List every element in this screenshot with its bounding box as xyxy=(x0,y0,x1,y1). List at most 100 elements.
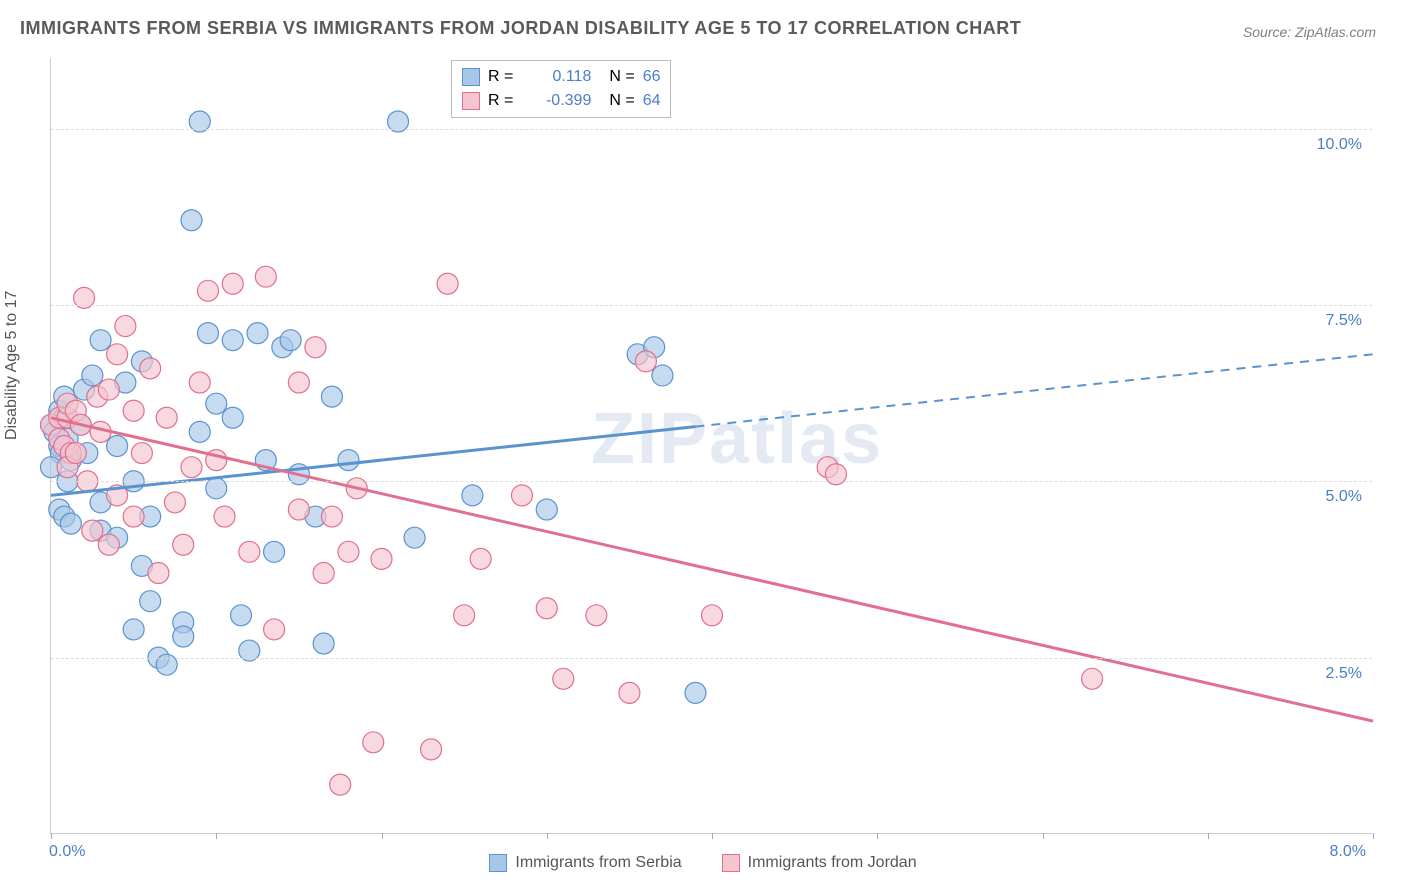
data-point xyxy=(511,485,532,506)
n-value-jordan: 64 xyxy=(643,92,661,110)
data-point xyxy=(214,506,235,527)
data-point xyxy=(222,330,243,351)
y-tick-label: 5.0% xyxy=(1326,488,1362,506)
data-point xyxy=(536,499,557,520)
data-point xyxy=(173,626,194,647)
data-point xyxy=(189,421,210,442)
data-point xyxy=(305,337,326,358)
data-point xyxy=(98,534,119,555)
chart-title: IMMIGRANTS FROM SERBIA VS IMMIGRANTS FRO… xyxy=(20,18,1021,39)
data-point xyxy=(652,365,673,386)
data-point xyxy=(222,407,243,428)
x-tick xyxy=(1043,833,1044,839)
grid-line xyxy=(51,305,1372,306)
data-point xyxy=(454,605,475,626)
data-point xyxy=(330,774,351,795)
data-point xyxy=(181,457,202,478)
y-tick-label: 2.5% xyxy=(1326,665,1362,683)
data-point xyxy=(123,400,144,421)
correlation-legend: R = 0.118 N = 66 R = -0.399 N = 64 xyxy=(451,60,671,118)
chart-svg xyxy=(51,58,1372,833)
data-point xyxy=(313,633,334,654)
r-label: R = xyxy=(488,68,513,86)
data-point xyxy=(131,443,152,464)
trend-line-solid xyxy=(51,418,1373,721)
data-point xyxy=(462,485,483,506)
y-tick-label: 10.0% xyxy=(1317,136,1362,154)
data-point xyxy=(421,739,442,760)
swatch-jordan xyxy=(462,92,480,110)
data-point xyxy=(181,210,202,231)
data-point xyxy=(321,506,342,527)
data-point xyxy=(363,732,384,753)
y-axis-title: Disability Age 5 to 17 xyxy=(3,291,21,440)
data-point xyxy=(156,407,177,428)
data-point xyxy=(140,358,161,379)
n-label: N = xyxy=(609,68,634,86)
x-tick xyxy=(712,833,713,839)
data-point xyxy=(586,605,607,626)
data-point xyxy=(123,506,144,527)
data-point xyxy=(247,323,268,344)
data-point xyxy=(255,266,276,287)
data-point xyxy=(82,520,103,541)
data-point xyxy=(288,499,309,520)
trend-line-dashed xyxy=(695,354,1373,426)
data-point xyxy=(321,386,342,407)
data-point xyxy=(470,548,491,569)
data-point xyxy=(231,605,252,626)
data-point xyxy=(553,668,574,689)
legend-item-jordan: Immigrants from Jordan xyxy=(722,854,917,872)
data-point xyxy=(197,323,218,344)
r-value-jordan: -0.399 xyxy=(521,92,591,110)
x-tick xyxy=(877,833,878,839)
data-point xyxy=(82,365,103,386)
r-label: R = xyxy=(488,92,513,110)
legend-row-jordan: R = -0.399 N = 64 xyxy=(462,89,660,113)
data-point xyxy=(702,605,723,626)
legend-label-serbia: Immigrants from Serbia xyxy=(515,854,681,872)
x-tick xyxy=(1208,833,1209,839)
swatch-serbia xyxy=(462,68,480,86)
data-point xyxy=(371,548,392,569)
legend-row-serbia: R = 0.118 N = 66 xyxy=(462,65,660,89)
data-point xyxy=(173,534,194,555)
data-point xyxy=(90,330,111,351)
data-point xyxy=(60,513,81,534)
x-tick xyxy=(382,833,383,839)
data-point xyxy=(164,492,185,513)
n-label: N = xyxy=(609,92,634,110)
legend-item-serbia: Immigrants from Serbia xyxy=(489,854,681,872)
data-point xyxy=(338,541,359,562)
data-point xyxy=(536,598,557,619)
plot-area: ZIPatlas R = 0.118 N = 66 R = -0.399 N =… xyxy=(50,58,1372,834)
legend-label-jordan: Immigrants from Jordan xyxy=(748,854,917,872)
data-point xyxy=(148,562,169,583)
n-value-serbia: 66 xyxy=(643,68,661,86)
swatch-serbia xyxy=(489,854,507,872)
data-point xyxy=(437,273,458,294)
data-point xyxy=(264,619,285,640)
data-point xyxy=(189,372,210,393)
data-point xyxy=(65,443,86,464)
data-point xyxy=(197,280,218,301)
data-point xyxy=(239,541,260,562)
y-tick-label: 7.5% xyxy=(1326,312,1362,330)
data-point xyxy=(280,330,301,351)
data-point xyxy=(123,619,144,640)
data-point xyxy=(222,273,243,294)
data-point xyxy=(107,344,128,365)
x-tick xyxy=(547,833,548,839)
data-point xyxy=(140,591,161,612)
data-point xyxy=(685,682,706,703)
grid-line xyxy=(51,658,1372,659)
x-tick xyxy=(51,833,52,839)
grid-line xyxy=(51,481,1372,482)
data-point xyxy=(635,351,656,372)
data-point xyxy=(264,541,285,562)
swatch-jordan xyxy=(722,854,740,872)
grid-line xyxy=(51,129,1372,130)
data-point xyxy=(107,436,128,457)
data-point xyxy=(313,562,334,583)
x-tick xyxy=(216,833,217,839)
